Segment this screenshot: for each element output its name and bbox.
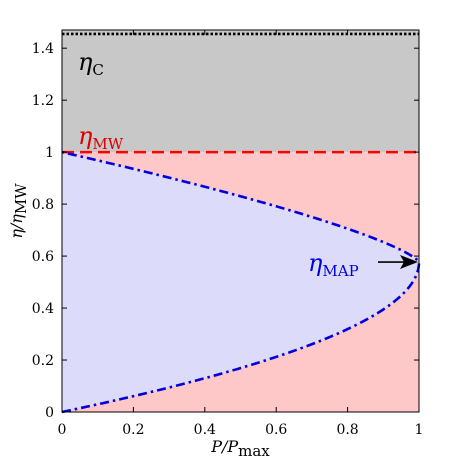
eta-mw-symbol: η: [78, 122, 93, 150]
carnot-band: [62, 30, 419, 153]
eta-map-annotation: ηMAP: [308, 249, 359, 280]
y-tick-label: 1: [45, 145, 54, 161]
y-tick-label: 0.2: [32, 353, 54, 369]
eta-map-curve: [61, 150, 421, 414]
y-axis-label-main: η/η: [7, 214, 26, 239]
x-axis-label-sub: max: [238, 442, 270, 460]
y-tick-label: 0.4: [32, 301, 54, 317]
arrow-head: [400, 255, 418, 270]
y-tick-label: 0.6: [32, 249, 54, 265]
x-axis-label: P/Pmax: [210, 437, 270, 460]
eta-c-symbol: η: [78, 48, 93, 76]
eta-mw-subscript: MW: [92, 135, 123, 153]
map-feasible-region: [62, 152, 419, 412]
y-axis-ticks: 0 0.2 0.4 0.6 0.8 1 1.2 1.4: [32, 41, 419, 421]
x-tick-label: 0: [58, 422, 67, 438]
x-axis-ticks: 0 0.2 0.4 0.6 0.8 1: [58, 30, 424, 438]
x-tick-label: 1: [415, 422, 424, 438]
x-tick-label: 0.8: [336, 422, 358, 438]
y-axis-label: η/ηMW: [7, 183, 30, 239]
eta-map-subscript: MAP: [322, 262, 358, 280]
eta-c-annotation: ηC: [78, 48, 104, 79]
eta-map-symbol: η: [308, 249, 323, 277]
x-tick-label: 0.4: [194, 422, 216, 438]
eta-mw-annotation: ηMW: [78, 122, 124, 153]
x-axis-label-main: P/P: [210, 437, 238, 456]
x-tick-label: 0.2: [122, 422, 144, 438]
eta-map-arrow: [378, 255, 418, 270]
x-tick-label: 0.6: [265, 422, 287, 438]
plot-frame: [61, 29, 420, 413]
y-tick-label: 0: [45, 405, 54, 421]
y-tick-label: 1.4: [32, 41, 54, 57]
y-tick-label: 1.2: [32, 93, 54, 109]
y-tick-label: 0.8: [32, 197, 54, 213]
plot-area: [61, 29, 421, 414]
eta-c-subscript: C: [92, 61, 103, 79]
y-axis-label-sub: MW: [12, 183, 30, 214]
